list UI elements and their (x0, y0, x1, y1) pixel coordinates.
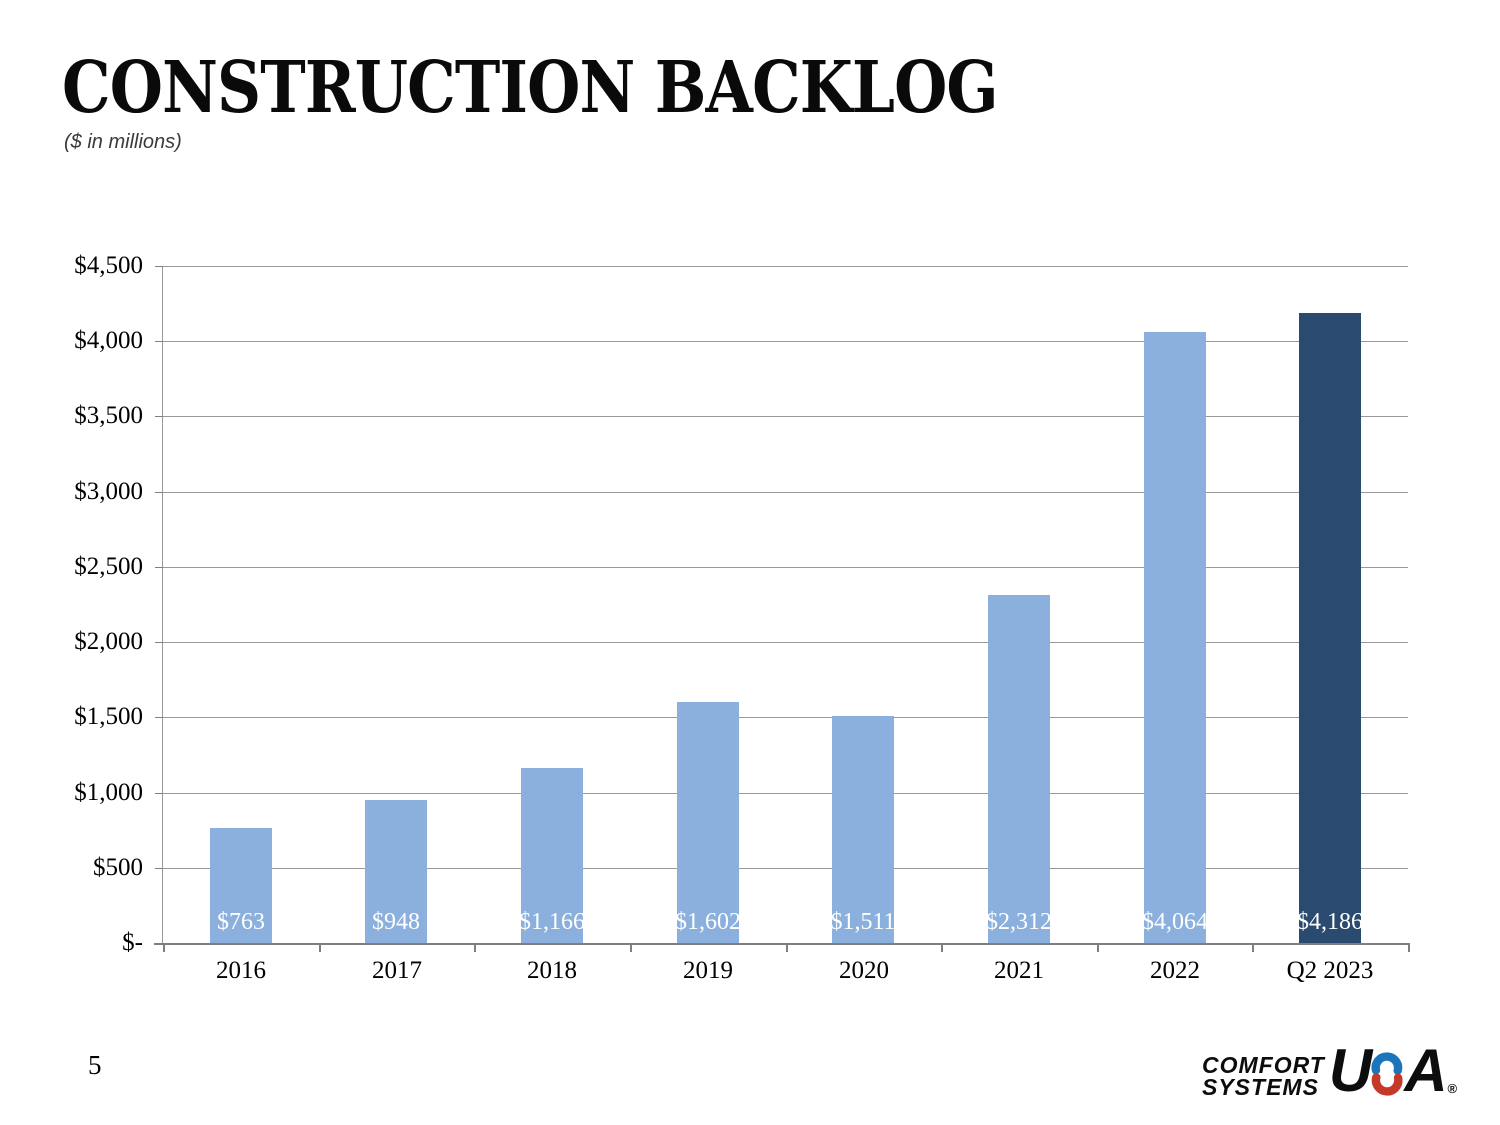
x-tick (163, 943, 165, 952)
x-axis-label: 2018 (527, 957, 577, 984)
y-axis-label: $500 (93, 854, 143, 881)
y-axis-line (162, 266, 163, 943)
logo-word-comfort: COMFORT (1202, 1052, 1325, 1078)
x-axis-line (154, 943, 1408, 945)
bar-2022: $4,064 (1142, 332, 1208, 943)
y-tick (155, 717, 163, 718)
logo-usa-u: U (1328, 1036, 1372, 1104)
x-axis-label: 2016 (216, 957, 266, 984)
x-tick (474, 943, 476, 952)
bar-Q2 2023: $4,186 (1297, 313, 1363, 943)
y-tick (155, 567, 163, 568)
y-axis-label: $- (122, 929, 143, 956)
bar-value-label: $1,511 (830, 909, 896, 935)
y-axis-label: $1,500 (74, 703, 143, 730)
y-axis-label: $3,000 (74, 478, 143, 505)
logo-word-systems: SYSTEMS (1202, 1074, 1319, 1101)
bar-2017: $948 (365, 800, 427, 943)
y-axis-label: $1,000 (74, 779, 143, 806)
x-tick (630, 943, 632, 952)
y-tick (155, 868, 163, 869)
page-number: 5 (88, 1050, 102, 1080)
company-logo: COMFORT SYSTEMS U A ® (1202, 1036, 1458, 1104)
logo-wordmark: COMFORT SYSTEMS (1202, 1052, 1325, 1101)
gridline (163, 793, 1408, 794)
gridline (163, 567, 1408, 568)
bar-2016: $763 (210, 828, 272, 943)
bar-value-label: $4,186 (1297, 909, 1363, 935)
y-tick (155, 642, 163, 643)
y-axis-label: $2,000 (74, 628, 143, 655)
gridline (163, 868, 1408, 869)
bar-value-label: $4,064 (1142, 909, 1208, 935)
logo-usa: U A ® (1328, 1036, 1458, 1104)
bar-2018: $1,166 (519, 768, 585, 943)
bar-value-label: $948 (372, 909, 420, 935)
y-tick (155, 341, 163, 342)
y-axis-label: $4,000 (74, 327, 143, 354)
page-title: CONSTRUCTION BACKLOG (62, 45, 999, 129)
x-axis-label: Q2 2023 (1286, 957, 1374, 984)
y-axis-label: $3,500 (74, 402, 143, 429)
x-tick (1097, 943, 1099, 952)
y-tick (155, 266, 163, 267)
y-axis-label: $4,500 (74, 252, 143, 279)
gridline (163, 416, 1408, 417)
bar-value-label: $2,312 (986, 909, 1052, 935)
gridline (163, 341, 1408, 342)
x-axis-label: 2019 (683, 957, 733, 984)
swirl-s-icon (1371, 1052, 1403, 1096)
x-axis-label: 2020 (839, 957, 889, 984)
bar-value-label: $1,602 (675, 909, 741, 935)
y-tick (155, 793, 163, 794)
bar-value-label: $763 (217, 909, 265, 935)
bar-2021: $2,312 (986, 595, 1052, 943)
x-tick (319, 943, 321, 952)
gridline (163, 642, 1408, 643)
gridline (163, 492, 1408, 493)
gridline (163, 717, 1408, 718)
gridline (163, 266, 1408, 267)
bar-2019: $1,602 (675, 702, 741, 943)
y-tick (155, 416, 163, 417)
logo-usa-a: A (1404, 1036, 1447, 1104)
x-axis-label: 2022 (1150, 957, 1200, 984)
x-tick (941, 943, 943, 952)
x-tick (1408, 943, 1410, 952)
x-axis-label: 2021 (994, 957, 1044, 984)
page-subtitle: ($ in millions) (64, 131, 182, 153)
y-tick (155, 492, 163, 493)
registered-mark: ® (1447, 1081, 1458, 1097)
bar-value-label: $1,166 (519, 909, 585, 935)
y-axis-label: $2,500 (74, 553, 143, 580)
x-tick (1252, 943, 1254, 952)
x-tick (786, 943, 788, 952)
bar-2020: $1,511 (830, 716, 896, 943)
x-axis-label: 2017 (372, 957, 422, 984)
